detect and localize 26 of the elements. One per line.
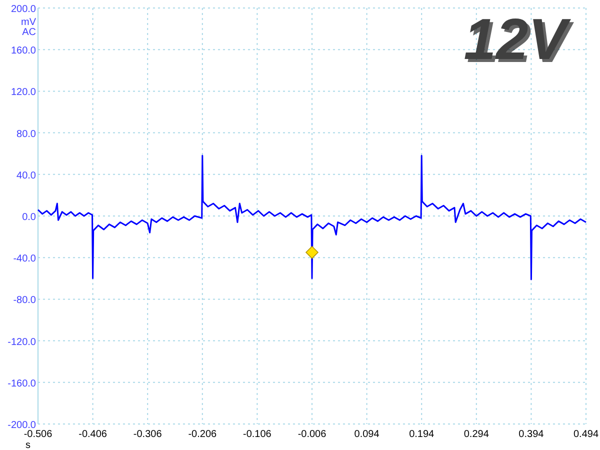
x-tick-label: 0.094: [354, 429, 380, 440]
y-tick-label: 40.0: [16, 170, 36, 182]
y-tick-label: -80.0: [13, 295, 36, 306]
x-tick-label: 0.294: [464, 429, 490, 440]
y-tick-label: -120.0: [8, 336, 36, 348]
y-axis-title: mV AC: [21, 17, 36, 38]
y-tick-label: 200.0: [10, 4, 36, 15]
x-tick-label: 0.394: [518, 429, 544, 440]
x-tick-label: 0.494: [573, 429, 599, 440]
x-tick-label: -0.506: [24, 429, 53, 440]
x-tick-label: -0.406: [78, 429, 108, 440]
x-tick-label: -0.106: [243, 429, 272, 440]
y-tick-label: 160.0: [10, 46, 36, 57]
x-tick-label: -0.306: [133, 429, 162, 440]
x-tick-label: 0.194: [409, 429, 435, 440]
y-tick-label: -40.0: [13, 254, 36, 265]
y-tick-label: -200.0: [8, 420, 36, 431]
y-tick-label: 80.0: [16, 128, 36, 140]
line-series: [37, 154, 587, 280]
x-tick-label: -0.206: [188, 429, 218, 440]
y-tick-label: 0.0: [22, 212, 36, 223]
x-axis-title: s: [26, 440, 30, 450]
chart-title: 12V: [466, 10, 574, 75]
y-tick-label: 120.0: [10, 87, 36, 98]
x-tick-label: -0.006: [298, 429, 327, 440]
y-tick-label: -160.0: [8, 378, 36, 390]
